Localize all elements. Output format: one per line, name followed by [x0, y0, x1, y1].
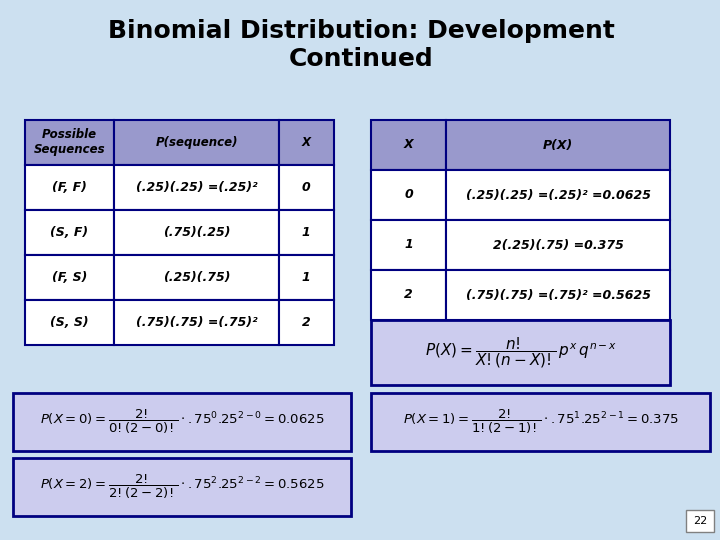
Text: $P(X=2)=\dfrac{2!}{2!(2-2)!}\cdot.75^2.25^{2-2}=0.5625$: $P(X=2)=\dfrac{2!}{2!(2-2)!}\cdot.75^2.2…	[40, 473, 325, 501]
FancyBboxPatch shape	[446, 120, 670, 170]
FancyBboxPatch shape	[279, 255, 333, 300]
FancyBboxPatch shape	[686, 510, 714, 532]
FancyBboxPatch shape	[24, 255, 114, 300]
Text: $P(X=0)=\dfrac{2!}{0!(2-0)!}\cdot.75^0.25^{2-0}=0.0625$: $P(X=0)=\dfrac{2!}{0!(2-0)!}\cdot.75^0.2…	[40, 408, 325, 436]
Text: 22: 22	[693, 516, 707, 526]
Text: 2(.25)(.75) =0.375: 2(.25)(.75) =0.375	[492, 239, 624, 252]
FancyBboxPatch shape	[279, 120, 333, 165]
FancyBboxPatch shape	[372, 170, 446, 220]
FancyBboxPatch shape	[279, 300, 333, 345]
Text: 2: 2	[405, 288, 413, 301]
Text: (.75)(.25): (.75)(.25)	[163, 226, 230, 239]
Text: (S, S): (S, S)	[50, 316, 89, 329]
FancyBboxPatch shape	[114, 210, 279, 255]
FancyBboxPatch shape	[372, 393, 710, 451]
FancyBboxPatch shape	[24, 300, 114, 345]
FancyBboxPatch shape	[114, 120, 279, 165]
Text: (F, S): (F, S)	[52, 271, 87, 284]
FancyBboxPatch shape	[24, 210, 114, 255]
FancyBboxPatch shape	[13, 458, 351, 516]
FancyBboxPatch shape	[372, 120, 446, 170]
Text: X: X	[302, 136, 310, 149]
FancyBboxPatch shape	[446, 220, 670, 270]
Text: P(X): P(X)	[543, 138, 573, 152]
Text: $P(X) = \dfrac{n!}{X!(n-X)!}\,p^x\,q^{n-x}$: $P(X) = \dfrac{n!}{X!(n-X)!}\,p^x\,q^{n-…	[425, 335, 617, 370]
FancyBboxPatch shape	[24, 120, 114, 165]
FancyBboxPatch shape	[279, 210, 333, 255]
Text: X: X	[404, 138, 413, 152]
Text: 1: 1	[405, 239, 413, 252]
FancyBboxPatch shape	[13, 393, 351, 451]
FancyBboxPatch shape	[114, 255, 279, 300]
Text: 0: 0	[405, 188, 413, 201]
Text: 2: 2	[302, 316, 310, 329]
Text: (S, F): (S, F)	[50, 226, 89, 239]
Text: (.75)(.75) =(.75)² =0.5625: (.75)(.75) =(.75)² =0.5625	[466, 288, 651, 301]
Text: (F, F): (F, F)	[52, 181, 87, 194]
Text: 1: 1	[302, 271, 310, 284]
FancyBboxPatch shape	[372, 220, 446, 270]
FancyBboxPatch shape	[279, 165, 333, 210]
FancyBboxPatch shape	[372, 320, 670, 385]
Text: (.75)(.75) =(.75)²: (.75)(.75) =(.75)²	[136, 316, 257, 329]
FancyBboxPatch shape	[24, 165, 114, 210]
Text: $P(X=1)=\dfrac{2!}{1!(2-1)!}\cdot.75^1.25^{2-1}=0.375$: $P(X=1)=\dfrac{2!}{1!(2-1)!}\cdot.75^1.2…	[402, 408, 679, 436]
Text: 0: 0	[302, 181, 310, 194]
FancyBboxPatch shape	[372, 270, 446, 320]
Text: Possible
Sequences: Possible Sequences	[34, 129, 105, 157]
Text: Binomial Distribution: Development
Continued: Binomial Distribution: Development Conti…	[108, 19, 615, 71]
FancyBboxPatch shape	[446, 270, 670, 320]
Text: (.25)(.75): (.25)(.75)	[163, 271, 230, 284]
Text: (.25)(.25) =(.25)² =0.0625: (.25)(.25) =(.25)² =0.0625	[466, 188, 651, 201]
FancyBboxPatch shape	[114, 165, 279, 210]
FancyBboxPatch shape	[114, 300, 279, 345]
FancyBboxPatch shape	[446, 170, 670, 220]
Text: 1: 1	[302, 226, 310, 239]
Text: P(sequence): P(sequence)	[156, 136, 238, 149]
Text: (.25)(.25) =(.25)²: (.25)(.25) =(.25)²	[136, 181, 257, 194]
